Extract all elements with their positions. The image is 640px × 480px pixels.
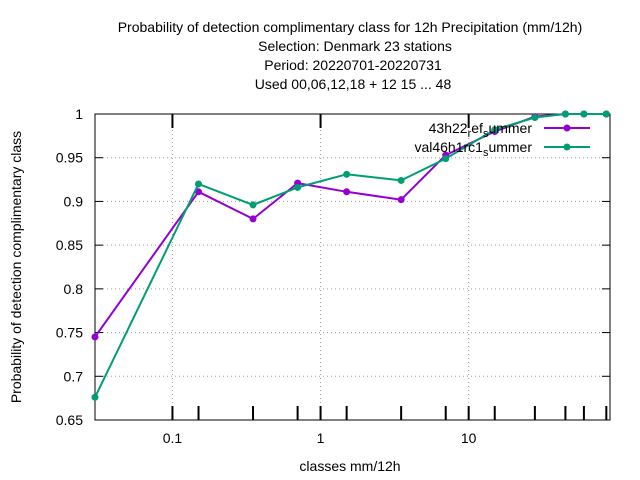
data-point-series-2: [602, 110, 610, 118]
data-point-series-1: [397, 196, 405, 204]
data-point-series-2: [580, 110, 588, 118]
y-tick-label: 0.7: [64, 368, 84, 384]
legend-marker-series-1: [563, 124, 571, 132]
data-point-series-2: [249, 201, 257, 209]
y-tick-label: 1: [75, 106, 83, 122]
data-point-series-1: [91, 333, 99, 341]
title-line-1: Probability of detection complimentary c…: [118, 19, 583, 35]
y-tick-labels: 0.65 0.7 0.75 0.8 0.85 0.9 0.95 1: [56, 106, 83, 428]
legend-marker-series-2: [563, 143, 571, 151]
y-tick-label: 0.95: [56, 150, 83, 166]
x-tick-labels: 0.1 1 10: [163, 430, 477, 446]
title-line-2: Selection: Denmark 23 stations: [258, 38, 452, 54]
x-tick-label: 10: [461, 430, 477, 446]
data-point-series-2: [294, 183, 302, 191]
y-tick-label: 0.85: [56, 237, 83, 253]
data-point-series-2: [343, 170, 351, 178]
plot-border: [94, 113, 611, 421]
legend-label-series-1: 43h22refsummer: [429, 120, 533, 140]
y-tick-label: 0.75: [56, 325, 83, 341]
grid: [95, 114, 610, 420]
data-point-series-2: [491, 126, 499, 134]
series: [91, 110, 610, 401]
data-point-series-2: [91, 393, 99, 401]
title-line-3: Period: 20220701-20220731: [264, 57, 442, 73]
y-tick-label: 0.65: [56, 412, 83, 428]
title-line-4: Used 00,06,12,18 + 12 15 ... 48: [255, 76, 452, 92]
data-point-series-2: [531, 113, 539, 121]
data-point-series-1: [195, 188, 203, 196]
data-point-series-2: [397, 176, 405, 184]
y-tick-label: 0.9: [64, 193, 84, 209]
data-point-series-2: [442, 155, 450, 163]
legend: 43h22refsummer val46h1rc1summer: [414, 120, 590, 159]
data-point-series-1: [343, 188, 351, 196]
y-tick-label: 0.8: [64, 281, 84, 297]
legend-label-series-2: val46h1rc1summer: [414, 139, 532, 159]
x-tick-label: 1: [317, 430, 325, 446]
data-point-series-1: [249, 215, 257, 223]
x-tick-label: 0.1: [163, 430, 183, 446]
x-axis-label: classes mm/12h: [299, 458, 400, 474]
data-point-series-2: [561, 110, 569, 118]
data-point-series-2: [195, 180, 203, 188]
chart-title: Probability of detection complimentary c…: [118, 19, 583, 92]
y-axis-label: Probability of detection complimentary c…: [8, 131, 24, 403]
